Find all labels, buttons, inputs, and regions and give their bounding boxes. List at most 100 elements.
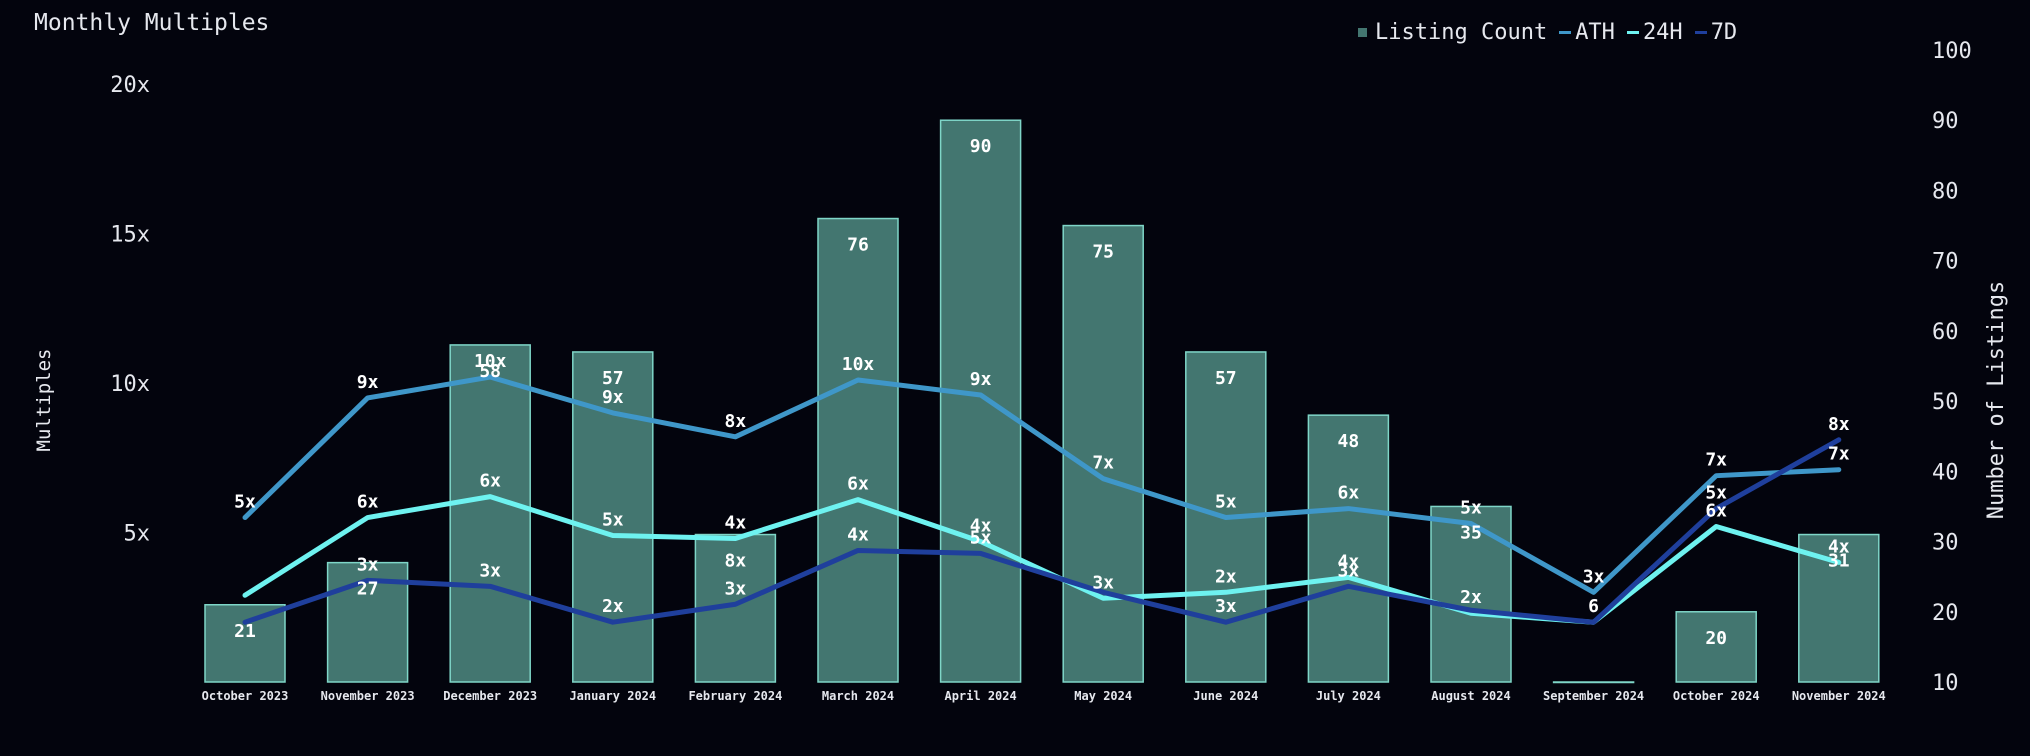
right-tick-label: 60 [1932, 320, 1959, 345]
left-axis: 5x 10x 15x 20x [110, 73, 150, 547]
series-value-label: 4x [970, 515, 992, 536]
bar [1062, 224, 1144, 683]
right-tick-label: 90 [1932, 109, 1959, 134]
bar-value-label: 57 [1215, 368, 1237, 389]
left-axis-title: Multiples [33, 349, 55, 452]
x-tick-label: November 2023 [321, 689, 415, 703]
x-tick-label: May 2024 [1074, 689, 1132, 703]
bar [939, 119, 1022, 683]
legend-swatch-ath [1559, 31, 1572, 34]
left-tick-label: 15x [110, 223, 150, 248]
legend-label-24h: 24H [1642, 20, 1683, 45]
x-tick-label: December 2023 [443, 689, 537, 703]
chart-legend: Listing Count ATH 24H 7D [1358, 20, 1749, 45]
series-value-label: 7x [1092, 453, 1114, 474]
right-tick-label: 100 [1932, 39, 1972, 64]
series-value-label: 6x [847, 474, 869, 495]
series-value-label: 3x [725, 578, 747, 599]
series-value-label: 6 [1588, 596, 1599, 617]
bar-value-label: 8x [725, 551, 747, 572]
series-value-label: 8x [1828, 414, 1850, 435]
bar-value-label: 21 [234, 621, 256, 642]
series-value-label: 10x [842, 354, 875, 375]
legend-item-24h: 24H [1626, 20, 1683, 45]
bar [817, 217, 899, 683]
line-series [242, 374, 1842, 625]
x-tick-label: August 2024 [1431, 689, 1510, 703]
bar-value-label: 90 [970, 136, 992, 157]
bar-value-label: 58 [479, 361, 501, 382]
bar [1307, 414, 1390, 683]
series-value-label: 3x [1583, 566, 1605, 587]
bar [449, 344, 531, 683]
series-value-label: 4x [1338, 551, 1360, 572]
series-value-label: 9x [357, 372, 379, 393]
x-axis: October 2023 November 2023 December 2023 Ja… [202, 689, 1886, 703]
series-value-label: 5x [234, 492, 256, 513]
series-value-label: 3x [1092, 572, 1114, 593]
right-tick-label: 40 [1932, 460, 1959, 485]
legend-item-listing-count: Listing Count [1358, 20, 1547, 45]
series-value-label: 3x [357, 554, 379, 575]
series-value-label: 4x [725, 512, 747, 533]
series-value-label: 9x [602, 387, 624, 408]
x-tick-label: January 2024 [569, 689, 656, 703]
series-value-label: 8x [725, 411, 747, 432]
right-tick-label: 50 [1932, 390, 1959, 415]
series-value-label: 2x [1215, 566, 1237, 587]
x-tick-label: September 2024 [1543, 689, 1644, 703]
series-value-label: 5x [1460, 498, 1482, 519]
bar-value-label: 27 [357, 579, 379, 600]
series-line-ath [242, 374, 1842, 595]
legend-swatch-24h [1626, 31, 1639, 34]
bar [694, 533, 777, 683]
legend-swatch-7d [1694, 31, 1707, 34]
bar [204, 604, 286, 683]
left-tick-label: 20x [110, 73, 150, 98]
series-line-7d [242, 437, 1842, 625]
bar-value-label: 76 [847, 235, 869, 256]
series-value-label: 6x [1338, 483, 1360, 504]
series-value-label: 5x [1705, 483, 1727, 504]
legend-item-7d: 7D [1694, 20, 1738, 45]
series-value-label: 6x [1705, 501, 1727, 522]
x-tick-label: April 2024 [944, 689, 1016, 703]
series-value-label: 2x [602, 596, 624, 617]
x-tick-label: February 2024 [688, 689, 782, 703]
series-value-label: 4x [1828, 536, 1850, 557]
bar-value-label: 57 [602, 368, 624, 389]
bar [1552, 681, 1635, 684]
x-tick-label: March 2024 [822, 689, 894, 703]
legend-label-ath: ATH [1575, 20, 1615, 45]
bar-value-label: 20 [1705, 628, 1727, 649]
series-value-label: 6x [357, 492, 379, 513]
series-value-label: 7x [1828, 444, 1850, 465]
bar-value-label: 35 [1460, 522, 1482, 543]
bar [1798, 533, 1880, 683]
series-value-label: 9x [970, 369, 992, 390]
x-tick-label: November 2024 [1792, 689, 1886, 703]
series-value-label: 7x [1705, 450, 1727, 471]
x-tick-label: October 2023 [202, 689, 289, 703]
series-value-label: 5x [602, 509, 624, 530]
bar-value-label: 31 [1828, 551, 1850, 572]
left-tick-label: 10x [110, 372, 150, 397]
legend-label-7d: 7D [1710, 20, 1738, 45]
series-value-label: 5x [1215, 492, 1237, 513]
series-value-label: 3x [1338, 560, 1360, 581]
bar [1675, 611, 1757, 683]
right-tick-label: 70 [1932, 250, 1959, 275]
series-value-label: 6x [479, 471, 501, 492]
right-tick-label: 10 [1932, 671, 1959, 696]
right-tick-label: 30 [1932, 531, 1959, 556]
legend-label-listing-count: Listing Count [1375, 20, 1548, 45]
x-tick-label: October 2024 [1673, 689, 1760, 703]
right-axis-title: Number of Listings [1984, 281, 2009, 519]
x-tick-label: June 2024 [1193, 689, 1258, 703]
right-axis: 10 20 30 40 50 60 70 80 90 100 [1932, 39, 1972, 696]
series-value-label: 3x [1215, 596, 1237, 617]
series-value-label: 5x [970, 527, 992, 548]
bar-value-label: 48 [1338, 431, 1360, 452]
bar-value-label: 75 [1092, 242, 1114, 263]
series-value-label: 10x [474, 351, 507, 372]
